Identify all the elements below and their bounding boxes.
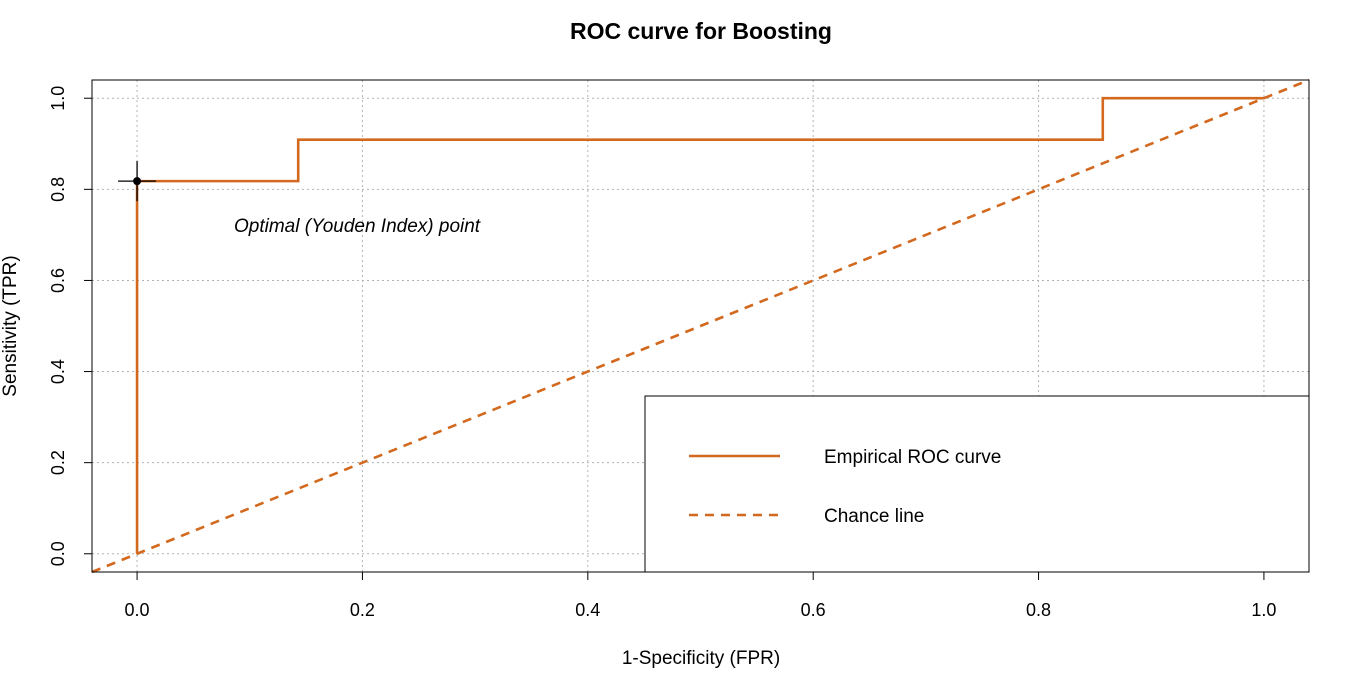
plot-frame xyxy=(91,79,1310,573)
legend: Empirical ROC curve Chance line xyxy=(644,395,1310,573)
chart-title: ROC curve for Boosting xyxy=(570,18,832,44)
x-tick-label-4: 0.8 xyxy=(1026,600,1051,620)
x-tick-label-3: 0.6 xyxy=(801,600,826,620)
legend-label-0: Empirical ROC curve xyxy=(824,447,1001,468)
y-tick-label-3: 0.6 xyxy=(48,268,68,293)
x-tick-label-0: 0.0 xyxy=(125,600,150,620)
x-tick-label-1: 0.2 xyxy=(350,600,375,620)
y-axis-label: Sensitivity (TPR) xyxy=(0,255,21,396)
y-tick-label-4: 0.8 xyxy=(48,177,68,202)
y-tick-label-1: 0.2 xyxy=(48,450,68,475)
y-tick-label-0: 0.0 xyxy=(48,541,68,566)
legend-label-1: Chance line xyxy=(824,506,924,527)
optimal-point-annotation: Optimal (Youden Index) point xyxy=(234,216,481,237)
optimal-point xyxy=(133,177,142,186)
legend-box xyxy=(644,395,1310,573)
axes: 0.0 0.2 0.4 0.6 0.8 1.0 0.0 0.2 0.4 0.6 0.8 1.0 xyxy=(48,86,1276,620)
series-line-1 xyxy=(91,78,1310,574)
y-tick-label-2: 0.4 xyxy=(48,359,68,384)
x-tick-label-2: 0.4 xyxy=(575,600,600,620)
optimal-point-marker xyxy=(118,161,157,202)
y-tick-label-5: 1.0 xyxy=(48,86,68,111)
x-tick-label-5: 1.0 xyxy=(1251,600,1276,620)
x-axis-label: 1-Specificity (FPR) xyxy=(622,648,780,669)
